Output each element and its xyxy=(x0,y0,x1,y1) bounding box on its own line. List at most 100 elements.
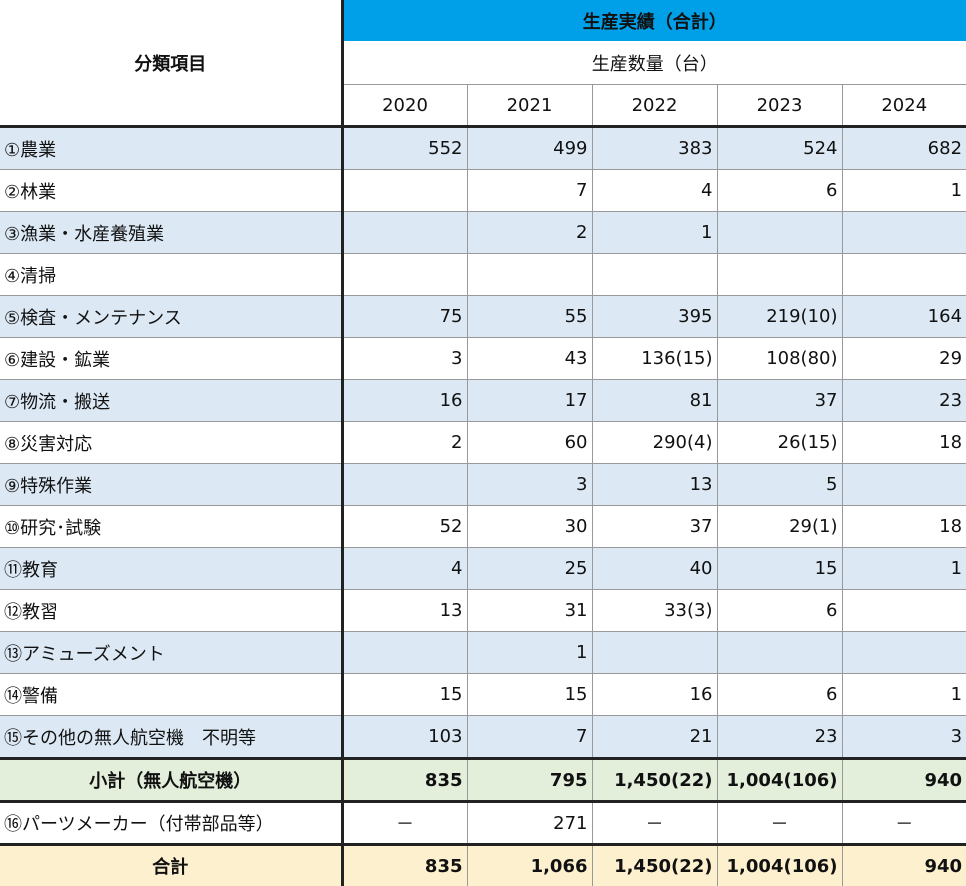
table-cell: 108(80) xyxy=(717,338,842,380)
table-cell: 40 xyxy=(592,548,717,590)
table-cell xyxy=(842,254,966,296)
table-cell: 2 xyxy=(467,212,592,254)
parts-cell: － xyxy=(717,802,842,845)
table-cell xyxy=(342,254,467,296)
total-label: 合計 xyxy=(0,845,342,886)
row-label: ⑮その他の無人航空機 不明等 xyxy=(0,716,342,759)
parts-cell: － xyxy=(592,802,717,845)
table-cell: 23 xyxy=(717,716,842,759)
row-label: ⑭警備 xyxy=(0,674,342,716)
table-cell: 13 xyxy=(342,590,467,632)
table-cell: 6 xyxy=(717,170,842,212)
total-row: 合計 835 1,066 1,450(22) 1,004(106) 940 xyxy=(0,845,966,886)
table-cell: 26(15) xyxy=(717,422,842,464)
table-cell: 29 xyxy=(842,338,966,380)
row-label: ②林業 xyxy=(0,170,342,212)
table-cell: 29(1) xyxy=(717,506,842,548)
subtotal-cell: 795 xyxy=(467,759,592,802)
parts-row: ⑯パーツメーカー（付帯部品等） － 271 － － － xyxy=(0,802,966,845)
table-cell: 18 xyxy=(842,506,966,548)
year-header: 2024 xyxy=(842,85,966,127)
table-cell: 682 xyxy=(842,127,966,170)
table-row: ④清掃 xyxy=(0,254,966,296)
table-cell: 219(10) xyxy=(717,296,842,338)
table-cell xyxy=(717,632,842,674)
table-cell: 164 xyxy=(842,296,966,338)
table-cell: 103 xyxy=(342,716,467,759)
row-label: ⑧災害対応 xyxy=(0,422,342,464)
table-cell xyxy=(342,212,467,254)
subtotal-cell: 940 xyxy=(842,759,966,802)
table-cell: 395 xyxy=(592,296,717,338)
table-cell xyxy=(842,632,966,674)
table-cell: 30 xyxy=(467,506,592,548)
table-cell: 5 xyxy=(717,464,842,506)
total-cell: 1,066 xyxy=(467,845,592,886)
parts-cell: － xyxy=(342,802,467,845)
table-cell: 15 xyxy=(467,674,592,716)
row-label: ⑦物流・搬送 xyxy=(0,380,342,422)
table-cell: 23 xyxy=(842,380,966,422)
table-cell: 43 xyxy=(467,338,592,380)
table-cell: 25 xyxy=(467,548,592,590)
table-cell: 1 xyxy=(592,212,717,254)
table-cell xyxy=(592,632,717,674)
parts-cell: 271 xyxy=(467,802,592,845)
row-label: ⑪教育 xyxy=(0,548,342,590)
table-cell xyxy=(342,632,467,674)
subtotal-row: 小計（無人航空機） 835 795 1,450(22) 1,004(106) 9… xyxy=(0,759,966,802)
subtotal-cell: 1,450(22) xyxy=(592,759,717,802)
table-cell: 290(4) xyxy=(592,422,717,464)
table-cell: 31 xyxy=(467,590,592,632)
table-cell: 1 xyxy=(467,632,592,674)
total-cell: 940 xyxy=(842,845,966,886)
year-header: 2020 xyxy=(342,85,467,127)
table-cell: 4 xyxy=(342,548,467,590)
row-label: ⑩研究･試験 xyxy=(0,506,342,548)
parts-cell: － xyxy=(842,802,966,845)
table-cell: 60 xyxy=(467,422,592,464)
table-cell: 4 xyxy=(592,170,717,212)
table-cell: 524 xyxy=(717,127,842,170)
table-cell: 1 xyxy=(842,170,966,212)
subtotal-label: 小計（無人航空機） xyxy=(0,759,342,802)
table-cell: 37 xyxy=(592,506,717,548)
row-label: ⑫教習 xyxy=(0,590,342,632)
group-title: 生産実績（合計） xyxy=(342,0,966,41)
table-cell: 33(3) xyxy=(592,590,717,632)
table-cell: 3 xyxy=(467,464,592,506)
table-cell: 18 xyxy=(842,422,966,464)
table-cell: 52 xyxy=(342,506,467,548)
row-label: ④清掃 xyxy=(0,254,342,296)
table-cell: 21 xyxy=(592,716,717,759)
row-label: ⑥建設・鉱業 xyxy=(0,338,342,380)
table-cell: 7 xyxy=(467,716,592,759)
table-cell xyxy=(842,464,966,506)
table-cell: 2 xyxy=(342,422,467,464)
year-header: 2022 xyxy=(592,85,717,127)
table-cell xyxy=(467,254,592,296)
total-cell: 835 xyxy=(342,845,467,886)
subtotal-cell: 835 xyxy=(342,759,467,802)
table-cell: 16 xyxy=(342,380,467,422)
unit-label: 生産数量（台） xyxy=(342,41,966,85)
table-cell: 552 xyxy=(342,127,467,170)
table-cell: 7 xyxy=(467,170,592,212)
table-cell: 17 xyxy=(467,380,592,422)
table-cell: 1 xyxy=(842,674,966,716)
table-cell: 15 xyxy=(717,548,842,590)
table-cell xyxy=(342,170,467,212)
